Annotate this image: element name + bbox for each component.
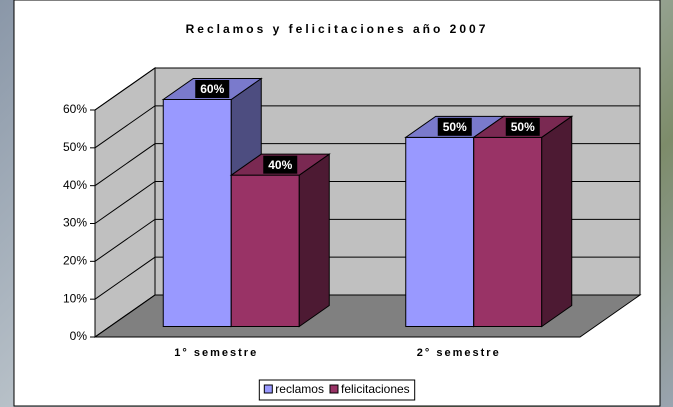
y-tick-label: 30% bbox=[63, 216, 87, 230]
y-tick-label: 20% bbox=[63, 254, 87, 268]
bar bbox=[229, 153, 331, 328]
value-label-bg bbox=[195, 80, 230, 98]
legend-label: felicitaciones bbox=[341, 382, 410, 396]
value-label-bg bbox=[263, 155, 298, 174]
legend-label: reclamos bbox=[275, 382, 324, 396]
y-tick-label: 10% bbox=[63, 291, 87, 305]
value-label-bg bbox=[437, 117, 472, 136]
bar-side bbox=[298, 153, 330, 328]
bar bbox=[472, 115, 574, 328]
value-label: 60% bbox=[200, 82, 224, 96]
x-tick-label: 1° semestre bbox=[174, 347, 258, 359]
y-tick-label: 40% bbox=[63, 178, 87, 192]
x-tick-label: 2° semestre bbox=[417, 347, 501, 359]
legend-swatch bbox=[263, 384, 273, 394]
legend: reclamos felicitaciones bbox=[258, 379, 416, 401]
bar-front bbox=[405, 136, 475, 327]
grid-line bbox=[94, 67, 640, 111]
grid-line bbox=[94, 105, 640, 149]
value-label: 50% bbox=[443, 120, 467, 134]
bar-front bbox=[162, 99, 232, 327]
bar-front bbox=[230, 174, 300, 327]
bar-front bbox=[473, 136, 543, 327]
value-label: 50% bbox=[511, 120, 535, 134]
chart-title: Reclamos y felicitaciones año 2007 bbox=[186, 22, 489, 36]
value-label: 40% bbox=[268, 158, 292, 172]
bar-side bbox=[541, 115, 573, 328]
legend-swatch bbox=[329, 384, 339, 394]
y-tick-label: 0% bbox=[70, 329, 88, 343]
value-label-bg bbox=[505, 117, 540, 136]
y-tick-label: 60% bbox=[63, 102, 87, 116]
y-tick-label: 50% bbox=[63, 140, 87, 154]
